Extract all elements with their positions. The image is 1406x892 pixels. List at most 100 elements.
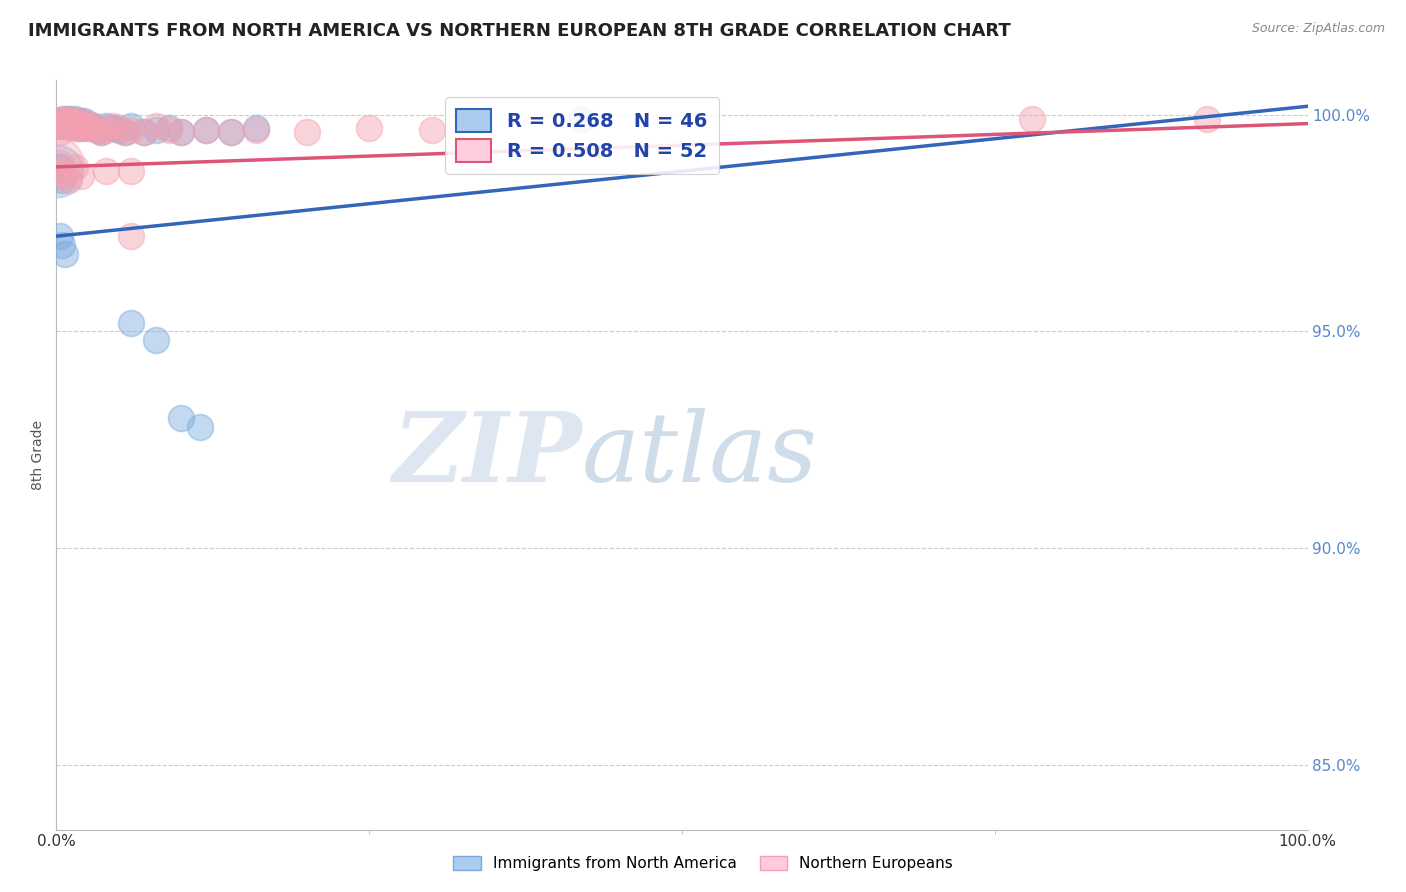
Point	[145, 123, 167, 137]
Point	[66, 120, 89, 135]
Point	[170, 411, 193, 425]
Point	[46, 155, 69, 169]
Point	[108, 123, 131, 137]
Legend: Immigrants from North America, Northern Europeans: Immigrants from North America, Northern …	[447, 850, 959, 877]
Point	[53, 117, 76, 131]
Point	[75, 119, 97, 133]
Point	[62, 117, 84, 131]
Point	[63, 160, 86, 174]
Point	[69, 120, 91, 135]
Point	[120, 119, 142, 133]
Point	[170, 125, 193, 139]
Point	[55, 119, 77, 133]
Point	[69, 119, 91, 133]
Point	[56, 112, 79, 127]
Point	[53, 169, 76, 183]
Point	[359, 120, 381, 135]
Point	[58, 173, 80, 187]
Point	[101, 119, 124, 133]
Point	[70, 169, 93, 183]
Text: Source: ZipAtlas.com: Source: ZipAtlas.com	[1251, 22, 1385, 36]
Point	[295, 125, 318, 139]
Point	[96, 164, 118, 178]
Point	[90, 125, 112, 139]
Point	[49, 155, 72, 169]
Point	[120, 123, 142, 137]
Y-axis label: 8th Grade: 8th Grade	[31, 420, 45, 490]
Point	[96, 123, 118, 137]
Point	[56, 114, 79, 128]
Point	[62, 119, 84, 133]
Point	[132, 125, 155, 139]
Point	[70, 119, 93, 133]
Text: IMMIGRANTS FROM NORTH AMERICA VS NORTHERN EUROPEAN 8TH GRADE CORRELATION CHART: IMMIGRANTS FROM NORTH AMERICA VS NORTHER…	[28, 22, 1011, 40]
Point	[67, 114, 90, 128]
Point	[62, 120, 84, 135]
Point	[51, 112, 73, 127]
Point	[195, 123, 218, 137]
Point	[245, 120, 267, 135]
Point	[65, 117, 87, 131]
Point	[157, 120, 180, 135]
Point	[73, 120, 96, 135]
Point	[221, 125, 243, 139]
Point	[66, 119, 89, 133]
Point	[79, 120, 101, 135]
Point	[96, 119, 118, 133]
Point	[86, 123, 108, 137]
Point	[60, 117, 83, 131]
Point	[70, 114, 93, 128]
Point	[90, 125, 112, 139]
Point	[420, 123, 443, 137]
Point	[170, 125, 193, 139]
Point	[132, 125, 155, 139]
Point	[221, 125, 243, 139]
Point	[46, 164, 69, 178]
Point	[67, 117, 90, 131]
Point	[51, 238, 73, 252]
Text: atlas: atlas	[582, 408, 818, 502]
Point	[120, 229, 142, 244]
Point	[63, 114, 86, 128]
Point	[145, 333, 167, 347]
Point	[51, 173, 73, 187]
Point	[59, 117, 82, 131]
Point	[76, 117, 98, 131]
Point	[108, 120, 131, 135]
Point	[571, 112, 593, 127]
Point	[49, 125, 72, 139]
Point	[188, 419, 211, 434]
Point	[63, 112, 86, 127]
Point	[53, 119, 76, 133]
Point	[49, 114, 72, 128]
Point	[49, 160, 72, 174]
Point	[65, 119, 87, 133]
Point	[157, 123, 180, 137]
Point	[52, 117, 75, 131]
Point	[60, 114, 83, 128]
Point	[195, 123, 218, 137]
Point	[51, 164, 73, 178]
Point	[86, 123, 108, 137]
Point	[49, 119, 72, 133]
Point	[52, 112, 75, 127]
Point	[83, 119, 105, 133]
Point	[1021, 112, 1043, 127]
Point	[1197, 112, 1219, 127]
Point	[55, 114, 77, 128]
Point	[145, 119, 167, 133]
Point	[51, 114, 73, 128]
Point	[114, 125, 136, 139]
Point	[245, 123, 267, 137]
Point	[58, 112, 80, 127]
Point	[59, 119, 82, 133]
Point	[101, 120, 124, 135]
Point	[79, 120, 101, 135]
Point	[51, 119, 73, 133]
Point	[83, 119, 105, 133]
Legend: R = 0.268   N = 46, R = 0.508   N = 52: R = 0.268 N = 46, R = 0.508 N = 52	[444, 97, 718, 174]
Point	[120, 316, 142, 330]
Point	[73, 114, 96, 128]
Point	[53, 246, 76, 260]
Point	[62, 114, 84, 128]
